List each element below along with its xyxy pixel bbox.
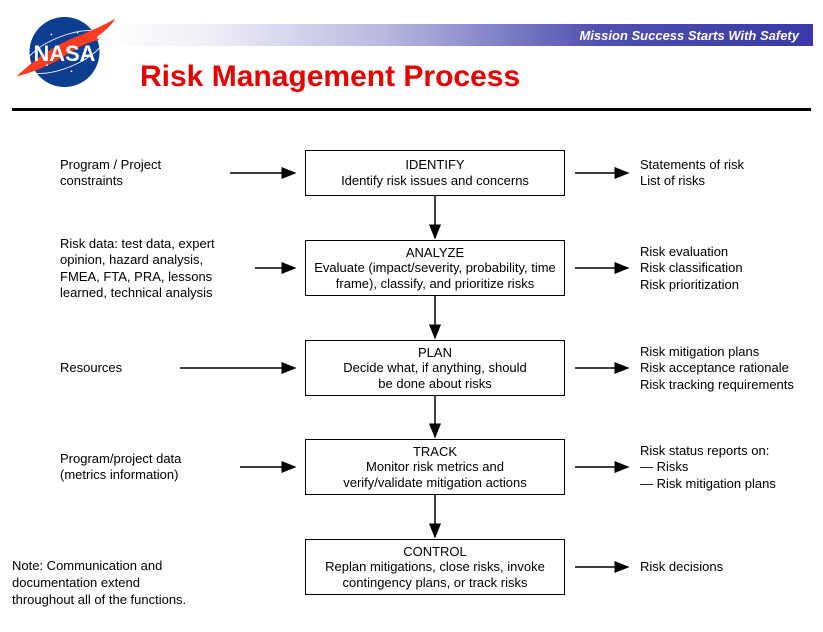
- logo-text: NASA: [34, 41, 96, 66]
- flow-box-title: CONTROL: [314, 544, 556, 560]
- flow-box-title: ANALYZE: [314, 245, 556, 261]
- flow-box-desc: Replan mitigations, close risks, invokec…: [314, 559, 556, 590]
- flow-input-identify: Program / Projectconstraints: [60, 157, 161, 190]
- page-title: Risk Management Process: [140, 60, 520, 94]
- flow-box-title: TRACK: [314, 444, 556, 460]
- flow-box-desc: Evaluate (impact/severity, probability, …: [314, 260, 556, 291]
- flow-input-track: Program/project data(metrics information…: [60, 451, 181, 484]
- flow-box-desc: Decide what, if anything, shouldbe done …: [314, 360, 556, 391]
- footer-note: Note: Communication anddocumentation ext…: [12, 558, 186, 609]
- flow-output-identify: Statements of riskList of risks: [640, 157, 744, 190]
- flow-box-title: IDENTIFY: [314, 157, 556, 173]
- flow-output-control: Risk decisions: [640, 559, 723, 575]
- flow-output-track: Risk status reports on:— Risks— Risk mit…: [640, 443, 776, 492]
- flow-box-desc: Monitor risk metrics andverify/validate …: [314, 459, 556, 490]
- banner-text: Mission Success Starts With Safety: [579, 28, 799, 43]
- nasa-logo: NASA: [12, 8, 117, 96]
- flow-input-plan: Resources: [60, 360, 122, 376]
- flow-box-plan: PLANDecide what, if anything, shouldbe d…: [305, 340, 565, 396]
- flow-box-analyze: ANALYZEEvaluate (impact/severity, probab…: [305, 240, 565, 296]
- flowchart-container: IDENTIFYIdentify risk issues and concern…: [0, 130, 823, 620]
- flow-output-plan: Risk mitigation plansRisk acceptance rat…: [640, 344, 794, 393]
- divider: [12, 108, 811, 111]
- flow-input-analyze: Risk data: test data, expertopinion, haz…: [60, 236, 215, 301]
- flow-box-control: CONTROLReplan mitigations, close risks, …: [305, 539, 565, 595]
- flow-box-title: PLAN: [314, 345, 556, 361]
- flow-box-desc: Identify risk issues and concerns: [314, 173, 556, 189]
- flow-output-analyze: Risk evaluationRisk classificationRisk p…: [640, 244, 743, 293]
- flow-box-identify: IDENTIFYIdentify risk issues and concern…: [305, 150, 565, 196]
- header-banner: Mission Success Starts With Safety: [100, 24, 813, 46]
- flow-box-track: TRACKMonitor risk metrics andverify/vali…: [305, 439, 565, 495]
